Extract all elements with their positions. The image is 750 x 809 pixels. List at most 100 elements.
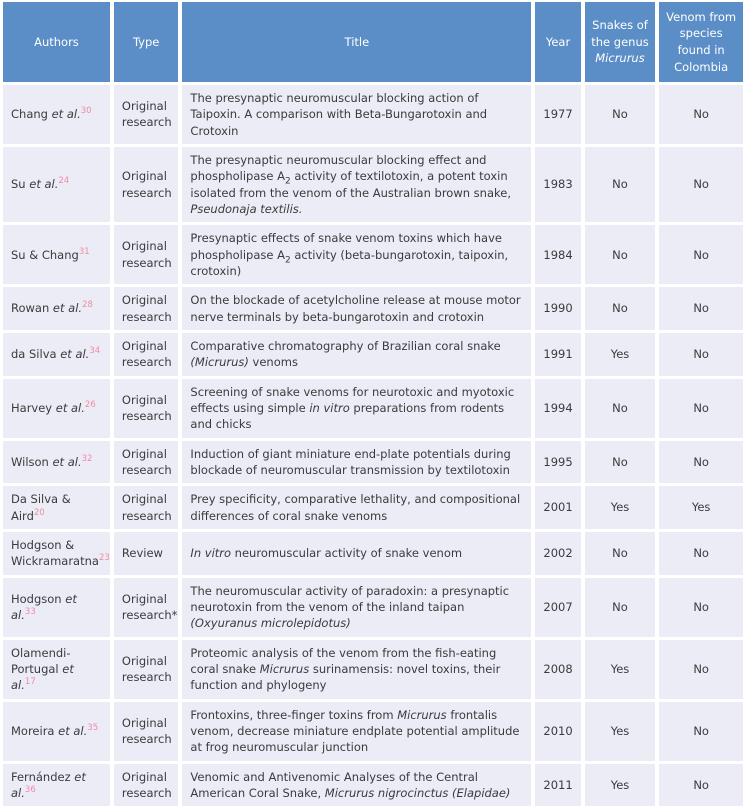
year-cell: 1991 bbox=[535, 332, 581, 376]
type-cell: Original research bbox=[113, 146, 179, 223]
table-row: Su et al.24 Original research The presynap… bbox=[3, 146, 743, 223]
year-cell: 2002 bbox=[535, 531, 581, 575]
type-cell: Original research bbox=[113, 332, 179, 376]
column-header-type: Type bbox=[113, 2, 179, 82]
authors-cell: Hodgson et al.33 bbox=[3, 577, 110, 637]
table-row: Wilson et al.32 Original research Inductio… bbox=[3, 440, 743, 484]
table-row: Rowan et al.28 Original research On the bl… bbox=[3, 287, 743, 330]
title-cell: Presynaptic effects of snake venom toxin… bbox=[182, 225, 532, 285]
type-cell: Original research bbox=[113, 486, 179, 529]
micrurus-cell: No bbox=[584, 225, 656, 285]
year-cell: 1984 bbox=[535, 225, 581, 285]
year-cell: 2008 bbox=[535, 639, 581, 699]
year-cell: 1977 bbox=[535, 85, 581, 144]
reference-link[interactable]: 35 bbox=[87, 723, 99, 734]
authors-cell: Da Silva & Aird20 bbox=[3, 486, 110, 529]
subscript-text: 2 bbox=[285, 254, 291, 265]
table-row: Moreira et al.35 Original research Frontox… bbox=[3, 701, 743, 761]
column-header-year: Year bbox=[535, 2, 581, 82]
type-cell: Original research bbox=[113, 701, 179, 761]
type-cell: Original research bbox=[113, 287, 179, 330]
authors-cell: Moreira et al.35 bbox=[3, 701, 110, 761]
title-cell: Screening of snake venoms for neurotoxic… bbox=[182, 378, 532, 438]
micrurus-cell: Yes bbox=[584, 639, 656, 699]
reference-link[interactable]: 30 bbox=[80, 106, 92, 117]
micrurus-cell: Yes bbox=[584, 701, 656, 761]
table-row: Harvey et al.26 Original research Screenin… bbox=[3, 378, 743, 438]
micrurus-cell: No bbox=[584, 378, 656, 438]
colombia-cell: No bbox=[659, 378, 743, 438]
micrurus-cell: Yes bbox=[584, 486, 656, 529]
reference-link[interactable]: 34 bbox=[89, 346, 101, 357]
table-row: Chang et al.30 Original research The presy… bbox=[3, 85, 743, 144]
type-cell: Original research bbox=[113, 85, 179, 144]
authors-cell: Wilson et al.32 bbox=[3, 440, 110, 484]
title-cell: Prey specificity, comparative lethality,… bbox=[182, 486, 532, 529]
title-cell: On the blockade of acetylcholine release… bbox=[182, 287, 532, 330]
reference-link[interactable]: 31 bbox=[78, 246, 90, 257]
year-cell: 1994 bbox=[535, 378, 581, 438]
year-cell: 2011 bbox=[535, 763, 581, 807]
type-cell: Original research bbox=[113, 440, 179, 484]
micrurus-cell: No bbox=[584, 577, 656, 637]
reference-link[interactable]: 32 bbox=[81, 453, 93, 464]
table-row: Hodgson & Wickramaratna23 Review In vitro … bbox=[3, 531, 743, 575]
year-cell: 1990 bbox=[535, 287, 581, 330]
table-body: Chang et al.30 Original research The presy… bbox=[3, 85, 743, 807]
subscript-text: 2 bbox=[285, 176, 291, 187]
column-header-title: Title bbox=[182, 2, 532, 82]
authors-cell: da Silva et al.34 bbox=[3, 332, 110, 376]
colombia-cell: Yes bbox=[659, 486, 743, 529]
reference-link[interactable]: 23 bbox=[98, 553, 110, 564]
reference-link[interactable]: 20 bbox=[33, 507, 45, 518]
colombia-cell: No bbox=[659, 332, 743, 376]
type-cell: Original research bbox=[113, 763, 179, 807]
micrurus-cell: No bbox=[584, 146, 656, 223]
column-header-micrurus: Snakes of the genus Micrurus bbox=[584, 2, 656, 82]
colombia-cell: No bbox=[659, 225, 743, 285]
authors-cell: Harvey et al.26 bbox=[3, 378, 110, 438]
reference-link[interactable]: 26 bbox=[84, 400, 96, 411]
authors-cell: Su et al.24 bbox=[3, 146, 110, 223]
colombia-cell: No bbox=[659, 577, 743, 637]
header-row: Authors Type Title Year Snakes of the genus … bbox=[3, 2, 743, 82]
type-cell: Original research bbox=[113, 639, 179, 699]
micrurus-cell: No bbox=[584, 287, 656, 330]
year-cell: 2001 bbox=[535, 486, 581, 529]
title-cell: Venomic and Antivenomic Analyses of the … bbox=[182, 763, 532, 807]
title-cell: The presynaptic neuromuscular blocking a… bbox=[182, 85, 532, 144]
type-cell: Review bbox=[113, 531, 179, 575]
authors-cell: Su & Chang31 bbox=[3, 225, 110, 285]
colombia-cell: No bbox=[659, 287, 743, 330]
reference-link[interactable]: 17 bbox=[24, 677, 36, 688]
table-row: Hodgson et al.33 Original research* The ne… bbox=[3, 577, 743, 637]
reference-link[interactable]: 28 bbox=[82, 300, 93, 311]
title-cell: In vitro neuromuscular activity of snake… bbox=[182, 531, 532, 575]
reference-link[interactable]: 24 bbox=[58, 176, 70, 187]
year-cell: 1983 bbox=[535, 146, 581, 223]
reference-link[interactable]: 36 bbox=[24, 785, 36, 795]
type-cell: Original research bbox=[113, 378, 179, 438]
authors-cell: Fernández et al.36 bbox=[3, 763, 110, 807]
authors-cell: Olamendi-Portugal et al.17 bbox=[3, 639, 110, 699]
title-cell: Induction of giant miniature end-plate p… bbox=[182, 440, 532, 484]
title-cell: Proteomic analysis of the venom from the… bbox=[182, 639, 532, 699]
title-cell: Comparative chromatography of Brazilian … bbox=[182, 332, 532, 376]
colombia-cell: No bbox=[659, 85, 743, 144]
reference-link[interactable]: 33 bbox=[24, 607, 36, 618]
colombia-cell: No bbox=[659, 701, 743, 761]
colombia-cell: No bbox=[659, 531, 743, 575]
colombia-cell: No bbox=[659, 146, 743, 223]
authors-cell: Chang et al.30 bbox=[3, 85, 110, 144]
table-row: Su & Chang31 Original research Presynaptic… bbox=[3, 225, 743, 285]
type-cell: Original research* bbox=[113, 577, 179, 637]
column-header-authors: Authors bbox=[3, 2, 110, 82]
title-cell: Frontoxins, three-finger toxins from Mic… bbox=[182, 701, 532, 761]
title-cell: The presynaptic neuromuscular blocking e… bbox=[182, 146, 532, 223]
year-cell: 1995 bbox=[535, 440, 581, 484]
colombia-cell: No bbox=[659, 440, 743, 484]
title-cell: The neuromuscular activity of paradoxin:… bbox=[182, 577, 532, 637]
authors-cell: Rowan et al.28 bbox=[3, 287, 110, 330]
micrurus-cell: No bbox=[584, 531, 656, 575]
